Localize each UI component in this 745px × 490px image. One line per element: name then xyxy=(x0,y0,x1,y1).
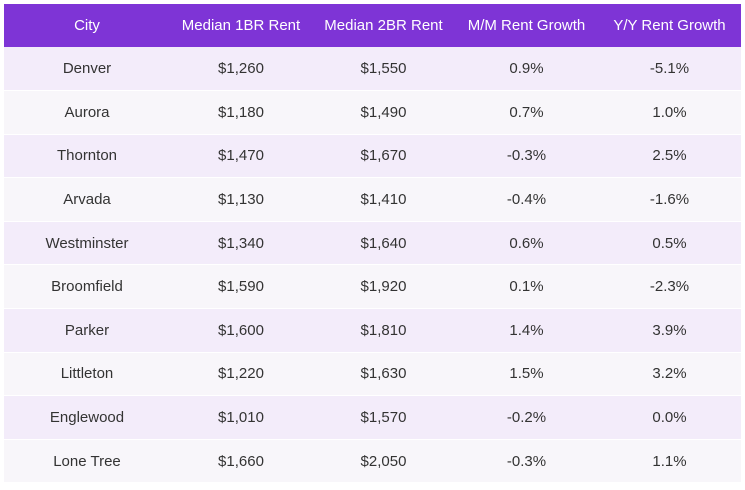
table-row: Aurora $1,180 $1,490 0.7% 1.0% xyxy=(4,90,741,135)
cell-city: Aurora xyxy=(4,90,170,135)
cell-median-1br-rent: $1,260 xyxy=(170,47,312,92)
cell-city: Denver xyxy=(4,47,170,92)
cell-median-1br-rent: $1,130 xyxy=(170,177,312,222)
cell-median-2br-rent: $1,630 xyxy=(312,352,455,397)
column-header-median-2br-rent: Median 2BR Rent xyxy=(312,4,455,47)
cell-yy-rent-growth: -5.1% xyxy=(598,47,741,92)
table-row: Broomfield $1,590 $1,920 0.1% -2.3% xyxy=(4,264,741,310)
cell-mm-rent-growth: -0.3% xyxy=(455,439,598,484)
cell-mm-rent-growth: 1.4% xyxy=(455,308,598,353)
header-row: City Median 1BR Rent Median 2BR Rent M/M… xyxy=(4,4,741,47)
cell-city: Thornton xyxy=(4,134,170,179)
cell-yy-rent-growth: 2.5% xyxy=(598,134,741,179)
cell-median-2br-rent: $1,410 xyxy=(312,177,455,222)
cell-median-2br-rent: $1,670 xyxy=(312,134,455,179)
table-row: Englewood $1,010 $1,570 -0.2% 0.0% xyxy=(4,395,741,440)
cell-median-1br-rent: $1,010 xyxy=(170,395,312,440)
cell-median-1br-rent: $1,600 xyxy=(170,308,312,353)
cell-city: Parker xyxy=(4,308,170,353)
cell-city: Lone Tree xyxy=(4,439,170,484)
cell-city: Littleton xyxy=(4,352,170,397)
cell-mm-rent-growth: 0.9% xyxy=(455,47,598,92)
rent-table: City Median 1BR Rent Median 2BR Rent M/M… xyxy=(4,4,741,484)
cell-yy-rent-growth: 1.0% xyxy=(598,90,741,135)
cell-median-2br-rent: $1,920 xyxy=(312,264,455,310)
cell-mm-rent-growth: 0.6% xyxy=(455,221,598,266)
table-row: Parker $1,600 $1,810 1.4% 3.9% xyxy=(4,308,741,353)
cell-median-1br-rent: $1,590 xyxy=(170,264,312,310)
cell-yy-rent-growth: 3.2% xyxy=(598,352,741,397)
cell-yy-rent-growth: -2.3% xyxy=(598,264,741,310)
table-body: Denver $1,260 $1,550 0.9% -5.1% Aurora $… xyxy=(4,47,741,484)
table-row: Lone Tree $1,660 $2,050 -0.3% 1.1% xyxy=(4,439,741,484)
column-header-median-1br-rent: Median 1BR Rent xyxy=(170,4,312,47)
cell-mm-rent-growth: 1.5% xyxy=(455,352,598,397)
cell-yy-rent-growth: 1.1% xyxy=(598,439,741,484)
cell-median-2br-rent: $1,570 xyxy=(312,395,455,440)
column-header-mm-rent-growth: M/M Rent Growth xyxy=(455,4,598,47)
column-header-yy-rent-growth: Y/Y Rent Growth xyxy=(598,4,741,47)
cell-mm-rent-growth: -0.2% xyxy=(455,395,598,440)
cell-median-1br-rent: $1,180 xyxy=(170,90,312,135)
table-row: Littleton $1,220 $1,630 1.5% 3.2% xyxy=(4,352,741,397)
cell-mm-rent-growth: -0.3% xyxy=(455,134,598,179)
cell-median-2br-rent: $1,490 xyxy=(312,90,455,135)
cell-median-2br-rent: $1,810 xyxy=(312,308,455,353)
cell-mm-rent-growth: -0.4% xyxy=(455,177,598,222)
cell-median-1br-rent: $1,660 xyxy=(170,439,312,484)
cell-city: Englewood xyxy=(4,395,170,440)
cell-city: Broomfield xyxy=(4,264,170,310)
table-row: Thornton $1,470 $1,670 -0.3% 2.5% xyxy=(4,134,741,179)
rent-table-container: City Median 1BR Rent Median 2BR Rent M/M… xyxy=(4,4,741,484)
cell-median-1br-rent: $1,220 xyxy=(170,352,312,397)
cell-mm-rent-growth: 0.1% xyxy=(455,264,598,310)
cell-yy-rent-growth: 0.0% xyxy=(598,395,741,440)
table-row: Westminster $1,340 $1,640 0.6% 0.5% xyxy=(4,221,741,266)
cell-city: Westminster xyxy=(4,221,170,266)
table-row: Arvada $1,130 $1,410 -0.4% -1.6% xyxy=(4,177,741,222)
cell-mm-rent-growth: 0.7% xyxy=(455,90,598,135)
column-header-city: City xyxy=(4,4,170,47)
cell-median-1br-rent: $1,470 xyxy=(170,134,312,179)
cell-yy-rent-growth: 3.9% xyxy=(598,308,741,353)
cell-yy-rent-growth: -1.6% xyxy=(598,177,741,222)
table-row: Denver $1,260 $1,550 0.9% -5.1% xyxy=(4,47,741,92)
cell-city: Arvada xyxy=(4,177,170,222)
cell-median-2br-rent: $2,050 xyxy=(312,439,455,484)
cell-yy-rent-growth: 0.5% xyxy=(598,221,741,266)
table-header: City Median 1BR Rent Median 2BR Rent M/M… xyxy=(4,4,741,47)
cell-median-2br-rent: $1,550 xyxy=(312,47,455,92)
cell-median-2br-rent: $1,640 xyxy=(312,221,455,266)
cell-median-1br-rent: $1,340 xyxy=(170,221,312,266)
